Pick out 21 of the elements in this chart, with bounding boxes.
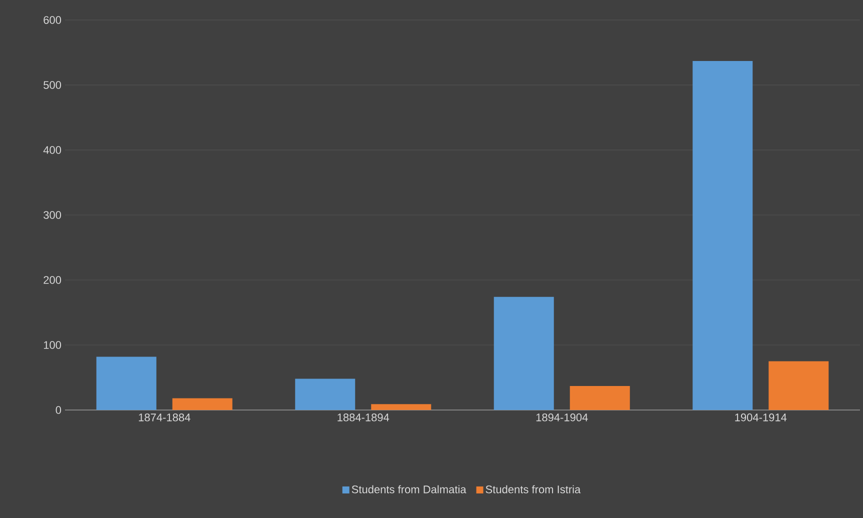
y-tick-label: 300 (44, 211, 62, 219)
x-tick-label: 1884-1894 (338, 414, 390, 422)
bar (768, 361, 829, 410)
bar (494, 296, 554, 410)
x-tick-label: 1894-1904 (536, 414, 588, 422)
y-tick-label: 0 (56, 406, 62, 414)
y-tick-label: 100 (44, 341, 62, 349)
y-tick-label: 500 (44, 81, 62, 89)
x-tick-label: 1874-1884 (138, 414, 190, 422)
legend-label: Students from Dalmatia (352, 485, 466, 494)
y-tick-label: 200 (44, 276, 62, 284)
bar (172, 398, 232, 410)
y-tick-label: 600 (44, 16, 62, 24)
bar (692, 60, 753, 410)
bar (570, 386, 630, 410)
bar (371, 404, 432, 410)
legend-label: Students from Istria (486, 485, 581, 494)
x-tick-label: 1904-1914 (735, 414, 787, 422)
bar (295, 378, 356, 410)
bar (96, 356, 156, 410)
y-tick-label: 400 (43, 146, 62, 154)
